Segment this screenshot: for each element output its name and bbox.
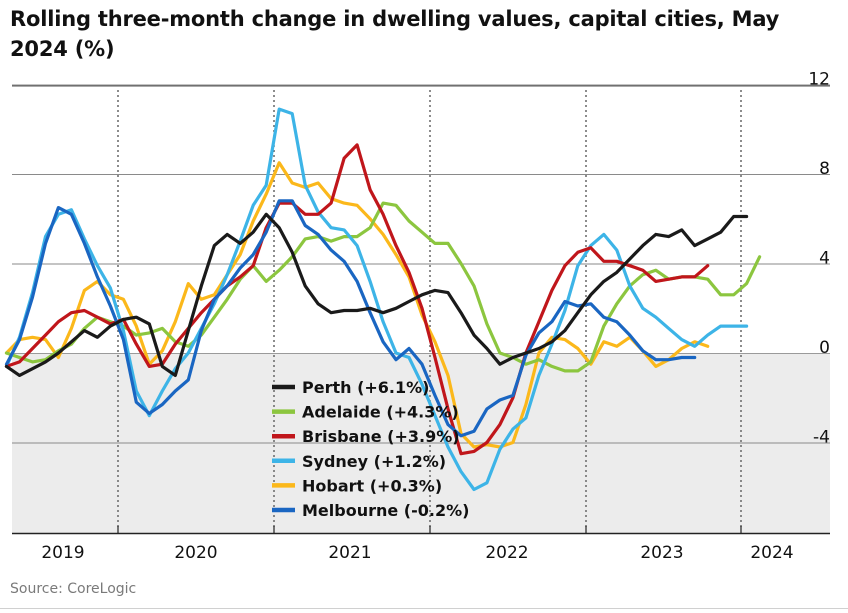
chart-title: Rolling three-month change in dwelling v… [10,7,780,61]
legend-label-hobart: Hobart (+0.3%) [302,476,442,495]
y-tick-label: 12 [808,70,830,90]
y-tick-label: 8 [819,159,830,179]
bottom-divider [0,608,848,609]
legend-label-brisbane: Brisbane (+3.9%) [302,427,460,446]
y-tick-label: -4 [813,428,830,448]
legend-label-melbourne: Melbourne (-0.2%) [302,501,469,520]
x-tick-label: 2021 [328,543,371,563]
legend-label-adelaide: Adelaide (+4.3%) [302,403,459,422]
source-note: Source: CoreLogic [10,581,137,597]
series-line-melbourne [4,199,697,438]
x-tick-label: 2020 [174,543,217,563]
x-tick-label: 2022 [485,543,528,563]
series-line-adelaide [4,201,762,373]
y-tick-label: 0 [819,338,830,358]
series-line-perth [4,212,749,377]
y-tick-label: 4 [819,249,830,269]
x-tick-label: 2024 [750,543,793,563]
x-tick-label: 2019 [41,543,84,563]
legend-label-sydney: Sydney (+1.2%) [302,452,446,471]
x-tick-label: 2023 [640,543,683,563]
line-chart: 12 8 4 0 -4 2019 2020 2021 2022 2023 2024 Perth (+6… [4,70,830,563]
series-line-sydney [4,107,749,492]
legend-label-perth: Perth (+6.1%) [302,378,429,397]
series-line-hobart [4,161,710,449]
